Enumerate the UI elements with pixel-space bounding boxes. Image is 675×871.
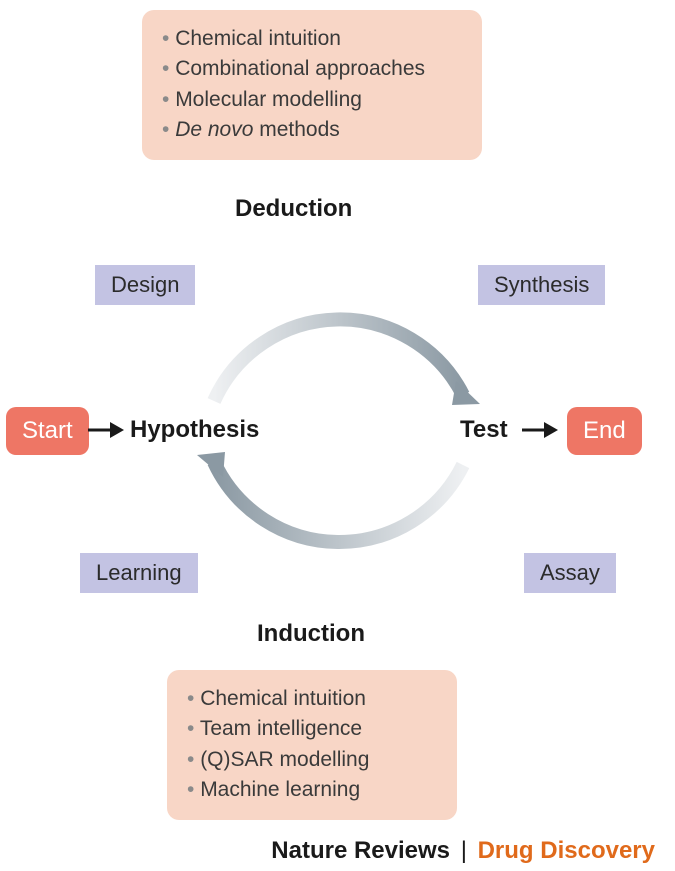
induction-list: Chemical intuition Team intelligence (Q)…	[187, 684, 437, 806]
list-item: Machine learning	[187, 775, 437, 805]
credit-line: Nature Reviews | Drug Discovery	[271, 837, 655, 865]
list-item: Team intelligence	[187, 714, 437, 744]
end-pill: End	[567, 407, 642, 455]
node-test: Test	[460, 416, 508, 444]
list-item: (Q)SAR modelling	[187, 745, 437, 775]
credit-separator: |	[457, 837, 471, 864]
credit-right: Drug Discovery	[478, 837, 655, 864]
list-item: Chemical intuition	[187, 684, 437, 714]
credit-left: Nature Reviews	[271, 837, 450, 864]
induction-callout: Chemical intuition Team intelligence (Q)…	[167, 670, 457, 820]
diagram-canvas: Chemical intuition Combinational approac…	[0, 0, 675, 871]
stage-induction: Induction	[257, 620, 365, 648]
arrow-icon	[520, 417, 560, 443]
